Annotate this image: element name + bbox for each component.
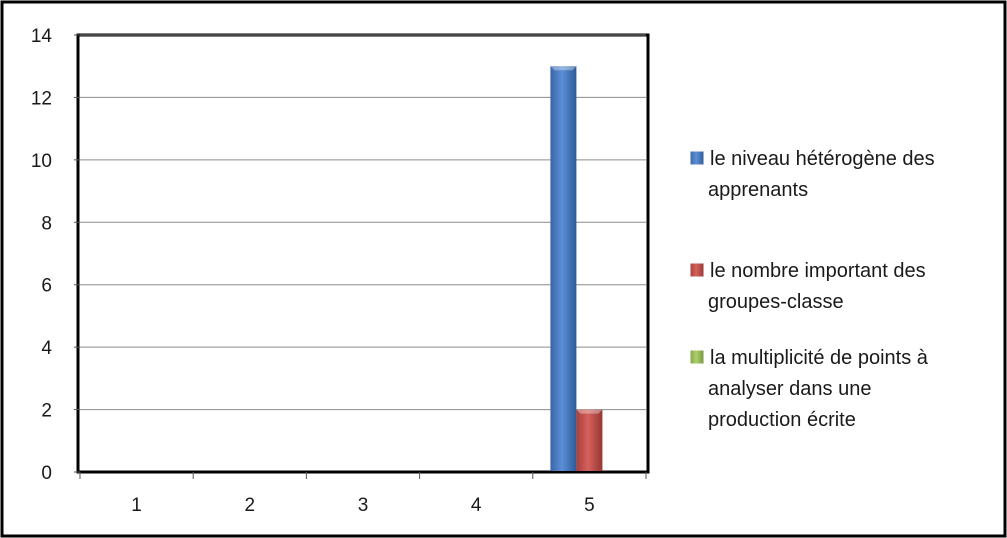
legend-label-line: groupes-classe — [708, 291, 844, 313]
legend-label-line: production écrite — [708, 409, 856, 431]
axes — [74, 34, 647, 479]
y-tick-label: 6 — [41, 276, 52, 297]
y-tick-labels: 0 2 4 6 8 10 12 14 — [31, 26, 53, 484]
bar-series-1-category-5 — [550, 66, 577, 472]
legend-label-line: analyser dans une — [708, 378, 871, 400]
x-tick-label: 4 — [471, 495, 482, 516]
x-tick-label: 5 — [584, 495, 595, 516]
legend-label-line: le niveau hétérogène des — [710, 148, 935, 170]
bar-top-bevel — [550, 66, 577, 71]
legend-swatch-series-1 — [689, 150, 705, 166]
legend-swatch-series-2 — [689, 262, 705, 278]
bar-top-bevel — [576, 409, 603, 414]
x-tick-label: 3 — [358, 495, 369, 516]
x-tick-label: 2 — [245, 495, 256, 516]
legend-swatch-series-3 — [689, 349, 705, 365]
legend-label-line: apprenants — [708, 179, 808, 201]
y-tick-label: 12 — [31, 88, 52, 109]
bar-series-2-category-5 — [576, 409, 603, 472]
legend-label-line: le nombre important des — [710, 260, 926, 282]
y-tick-label: 8 — [41, 213, 52, 234]
x-tick-label: 1 — [131, 495, 142, 516]
bars — [550, 66, 603, 472]
y-tick-label: 0 — [41, 463, 52, 484]
legend-label-line: la multiplicité de points à — [710, 347, 929, 369]
legend: le niveau hétérogène des apprenants le nom… — [689, 148, 935, 431]
y-tick-label: 10 — [31, 151, 52, 172]
y-tick-label: 2 — [41, 401, 52, 422]
y-tick-label: 4 — [41, 338, 52, 359]
x-tick-labels: 1 2 3 4 5 — [131, 495, 594, 516]
y-tick-label: 14 — [31, 26, 53, 47]
